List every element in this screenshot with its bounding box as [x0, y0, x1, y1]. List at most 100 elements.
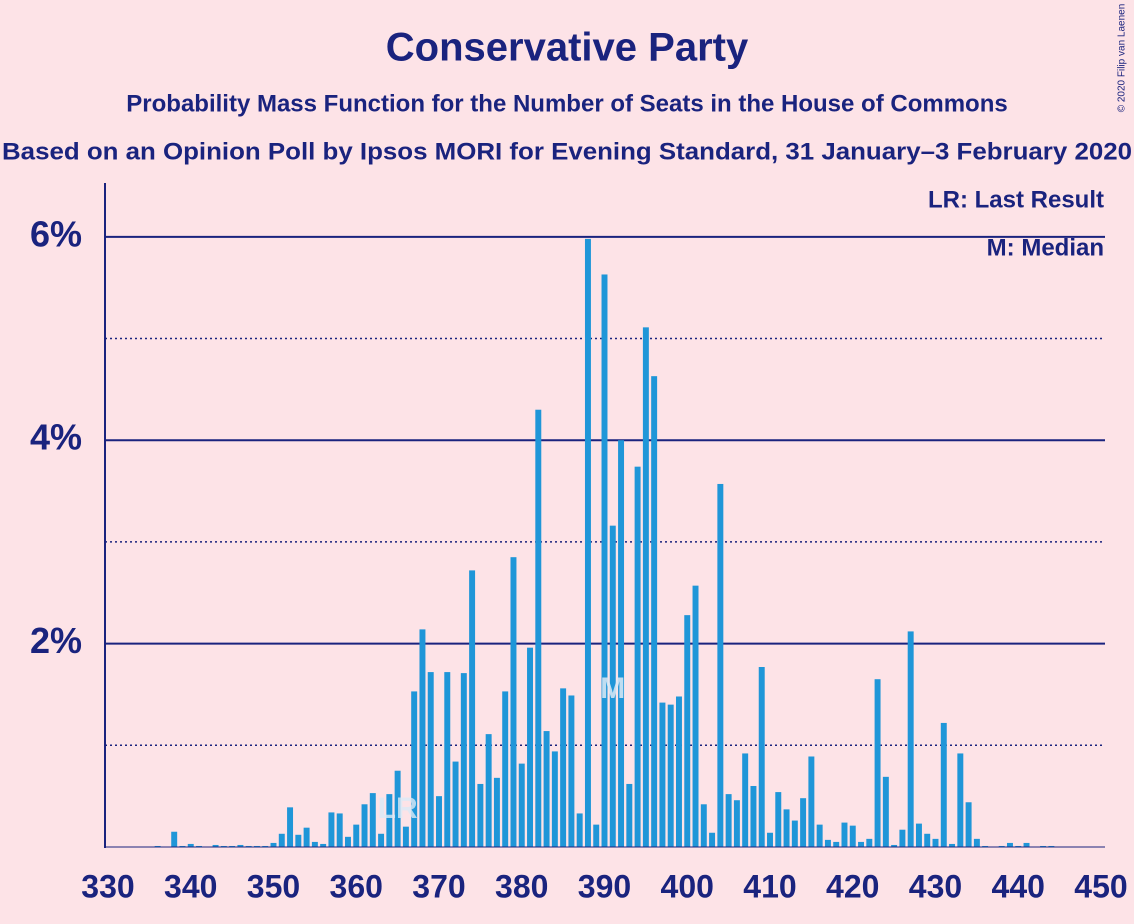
bar — [386, 794, 393, 847]
bar — [237, 844, 244, 847]
bar — [535, 409, 542, 847]
bar — [287, 807, 294, 847]
bar — [502, 691, 509, 847]
bar — [858, 841, 865, 847]
chart-title: Conservative Party — [386, 26, 749, 70]
bar — [841, 822, 848, 847]
bar — [270, 842, 277, 847]
x-tick-label: 390 — [578, 868, 631, 904]
bar — [965, 802, 972, 847]
bar — [344, 836, 351, 847]
bar — [1023, 842, 1030, 847]
bar — [460, 673, 467, 847]
bar — [874, 679, 881, 847]
bar — [717, 483, 724, 847]
bar — [353, 824, 360, 847]
chart-subtitle: Based on an Opinion Poll by Ipsos MORI f… — [2, 138, 1132, 165]
bar — [303, 827, 310, 847]
bar — [361, 804, 368, 847]
bar — [196, 845, 203, 847]
bar — [469, 570, 476, 847]
bar — [378, 833, 385, 847]
bar — [452, 761, 459, 847]
bar — [229, 845, 236, 847]
credit: © 2020 Filip van Laenen — [1117, 4, 1128, 113]
bar — [477, 783, 484, 847]
bar — [733, 800, 740, 847]
bar — [940, 722, 947, 847]
bar — [402, 826, 409, 847]
x-tick-label: 450 — [1074, 868, 1127, 904]
x-tick-label: 420 — [826, 868, 879, 904]
bar — [800, 798, 807, 847]
bar — [560, 688, 567, 847]
legend-entry: M: Median — [987, 234, 1104, 261]
bar — [849, 825, 856, 847]
legend-entry: LR: Last Result — [928, 186, 1104, 213]
bar — [932, 838, 939, 847]
bar — [783, 809, 790, 847]
bar — [527, 647, 534, 847]
chart-subtitle: Probability Mass Function for the Number… — [126, 90, 1007, 117]
bar — [709, 832, 716, 847]
x-tick-label: 380 — [495, 868, 548, 904]
bar — [411, 691, 418, 847]
bar — [295, 834, 302, 847]
bar — [973, 838, 980, 847]
bar — [667, 704, 674, 847]
bar — [1048, 845, 1055, 847]
bar — [278, 833, 285, 847]
y-tick-label: 2% — [30, 620, 82, 661]
bar — [1006, 842, 1013, 847]
bar — [551, 751, 558, 847]
bar — [824, 839, 831, 847]
bar — [1040, 845, 1047, 847]
bar — [187, 843, 194, 847]
bar — [179, 845, 186, 847]
bar — [767, 832, 773, 847]
bar — [485, 734, 492, 847]
bar — [154, 845, 161, 847]
bar — [808, 756, 815, 847]
bar — [816, 824, 823, 847]
bar — [750, 785, 757, 847]
bar — [758, 667, 765, 847]
bar — [584, 238, 591, 847]
bar — [866, 838, 873, 847]
bar — [882, 776, 889, 847]
last-result-marker: LR — [378, 792, 418, 825]
x-tick-label: 410 — [743, 868, 796, 904]
bar — [220, 845, 227, 847]
bar — [700, 804, 707, 847]
bar — [436, 796, 442, 847]
x-tick-label: 440 — [992, 868, 1045, 904]
x-tick-label: 350 — [247, 868, 300, 904]
bar — [427, 672, 434, 847]
bar — [328, 812, 335, 847]
bar — [907, 631, 914, 847]
bar — [419, 629, 426, 847]
bar — [518, 763, 525, 847]
bar — [949, 843, 956, 847]
x-tick-label: 370 — [412, 868, 465, 904]
bar — [833, 841, 840, 847]
bar — [311, 841, 318, 847]
bar — [998, 845, 1005, 847]
bar — [601, 274, 608, 848]
bar — [262, 845, 269, 847]
x-tick-label: 330 — [81, 868, 134, 904]
x-tick-label: 360 — [330, 868, 383, 904]
bar — [791, 820, 798, 847]
bar — [924, 833, 931, 847]
bar — [1015, 845, 1022, 847]
bar — [212, 844, 219, 847]
y-tick-label: 4% — [30, 417, 82, 458]
bar — [775, 792, 782, 847]
bar — [609, 525, 616, 847]
bar — [576, 813, 583, 847]
x-tick-label: 430 — [909, 868, 962, 904]
bar — [171, 831, 178, 847]
x-tick-label: 340 — [164, 868, 217, 904]
bar — [675, 696, 682, 847]
